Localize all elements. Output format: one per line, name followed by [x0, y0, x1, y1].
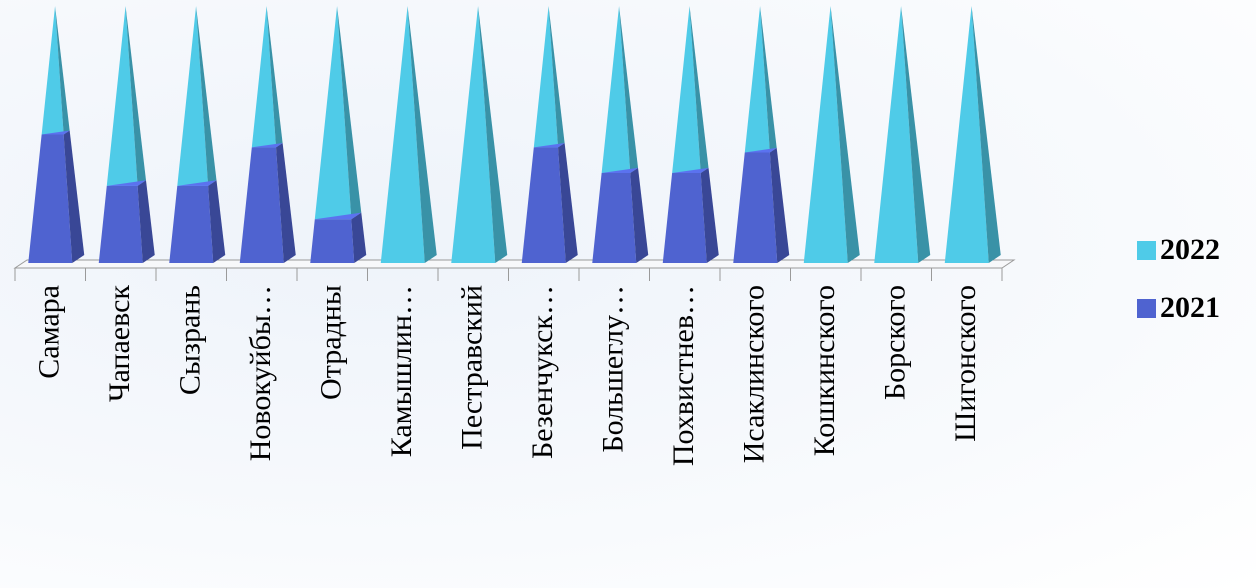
bar-2021-7: [521, 147, 566, 263]
bar-2021-side-1: [137, 180, 155, 263]
bar-2022-side-6: [478, 6, 508, 263]
bar-divider-0: [41, 130, 70, 135]
bar-divider-3: [251, 142, 283, 148]
bar-2021-side-8: [630, 167, 649, 263]
bar-2022-side-4: [337, 6, 362, 220]
x-tick-label-3: Новокуйбы…: [244, 285, 277, 461]
bar-2022-0: [41, 6, 64, 135]
chart-floor: [13, 259, 1016, 269]
legend-item-2021: 2021: [1137, 288, 1256, 328]
bar-2022-side-8: [619, 6, 639, 174]
bar-2021-0: [28, 134, 73, 263]
bar-2021-side-0: [63, 130, 85, 263]
x-tick-label-6: Пестравский: [455, 285, 488, 450]
x-tick-label-10: Исаклинского: [737, 285, 770, 463]
bar-2022-side-12: [901, 6, 931, 263]
bar-2022-7: [533, 6, 559, 148]
bar-2022-side-2: [196, 6, 217, 186]
bar-2021-8: [592, 173, 637, 263]
bar-divider-7: [533, 142, 565, 148]
bar-2021-9: [662, 173, 707, 263]
legend-item-2022: 2022: [1137, 230, 1256, 270]
bar-2021-4: [310, 219, 355, 263]
x-tick-label-2: Сызрань: [173, 285, 206, 395]
bar-2021-1: [98, 185, 143, 263]
bar-2022-side-1: [125, 6, 146, 186]
bar-divider-2: [177, 180, 217, 186]
x-tick-label-11: Кошкинского: [808, 285, 841, 456]
bar-2022-side-0: [55, 6, 70, 135]
x-tick-label-8: Большеглу…: [596, 285, 629, 453]
legend-swatch-2021: [1137, 298, 1156, 318]
bar-2022-side-5: [407, 6, 437, 263]
bar-2021-side-4: [351, 212, 367, 263]
bar-2022-8: [601, 6, 631, 174]
bar-divider-10: [744, 147, 777, 153]
x-tick-label-0: Самара: [32, 285, 65, 379]
bar-2022-side-11: [830, 6, 860, 263]
bar-2021-side-9: [700, 167, 719, 263]
bar-2022-13: [944, 6, 989, 263]
bar-divider-1: [106, 180, 146, 186]
bar-divider-8: [601, 167, 639, 174]
bar-2021-10: [733, 152, 778, 263]
bar-2022-5: [380, 6, 425, 263]
legend-swatch-2022: [1137, 240, 1156, 260]
x-tick-label-13: Шигонского: [949, 285, 982, 442]
x-tick-label-5: Камышлин…: [385, 285, 418, 457]
bar-2022-side-10: [760, 6, 777, 153]
bar-2021-side-10: [769, 147, 790, 263]
x-tick-label-1: Чапаевск: [103, 285, 136, 402]
bar-2022-1: [106, 6, 138, 186]
bar-2021-2: [169, 185, 214, 263]
bar-2022-2: [177, 6, 209, 186]
bar-divider-4: [314, 212, 362, 220]
legend-label-2022: 2022: [1160, 233, 1220, 266]
x-tick-label-7: Безенчукск…: [526, 285, 559, 459]
bar-2021-side-2: [208, 180, 226, 263]
bar-2022-side-9: [689, 6, 709, 174]
bar-2022-side-7: [548, 6, 565, 148]
x-tick-label-9: Похвистнев…: [667, 285, 700, 466]
bar-2022-12: [874, 6, 919, 263]
bar-2022-side-13: [971, 6, 1001, 263]
bar-2022-3: [251, 6, 277, 148]
bar-2021-side-7: [558, 142, 578, 263]
x-tick-label-12: Борского: [878, 285, 911, 400]
x-tick-label-4: Отрадны: [314, 285, 347, 400]
bar-2022-side-3: [266, 6, 283, 148]
bar-2022-11: [803, 6, 848, 263]
bar-2022-6: [451, 6, 496, 263]
bar-2022-4: [314, 6, 352, 220]
bar-2021-side-3: [276, 142, 296, 263]
bar-2021-3: [239, 147, 284, 263]
legend-label-2021: 2021: [1160, 291, 1220, 324]
bar-divider-9: [672, 167, 709, 174]
chart-legend: 2022 2021: [1137, 230, 1256, 346]
bar-2022-10: [744, 6, 770, 153]
bar-2022-9: [672, 6, 701, 174]
